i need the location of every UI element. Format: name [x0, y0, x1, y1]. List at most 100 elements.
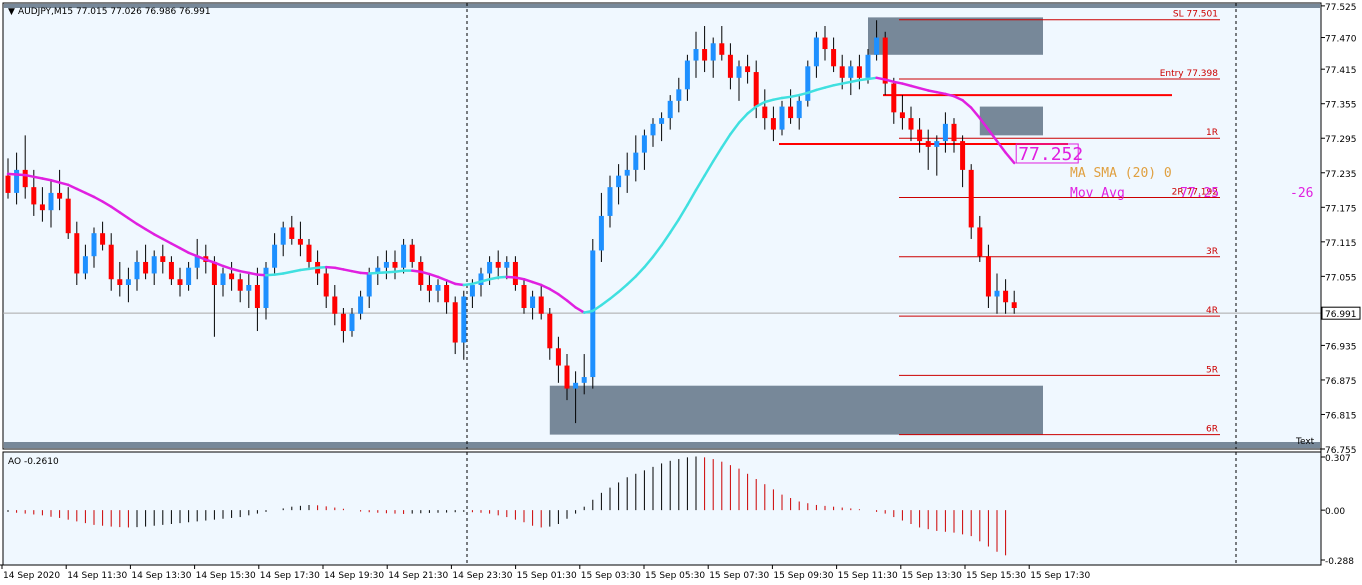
candle-body: [667, 100, 673, 119]
moving-average-segment: [66, 183, 79, 191]
time-tick-label: 15 Sep 05:30: [645, 571, 705, 581]
candle-body: [444, 284, 450, 303]
candle-body: [521, 284, 527, 309]
price-tick-label: 77.175: [1325, 204, 1357, 214]
candle-body: [882, 37, 888, 84]
candle-body: [813, 37, 819, 67]
moving-average-segment: [170, 242, 182, 250]
candle-body: [590, 250, 596, 378]
candle-body: [478, 273, 484, 285]
candle-body: [375, 267, 381, 274]
moving-average-segment: [342, 268, 354, 273]
candle-body: [272, 244, 278, 268]
time-tick-label: 15 Sep 13:30: [902, 571, 962, 581]
price-tick-label: 77.115: [1325, 239, 1357, 249]
candle-body: [934, 141, 940, 147]
oscillator-tick-label: 0.00: [1325, 507, 1345, 517]
candle-body: [418, 261, 424, 285]
moving-average-segment: [471, 280, 483, 286]
moving-average-segment: [668, 218, 681, 234]
moving-average-segment: [264, 273, 276, 277]
candle-body: [108, 244, 114, 280]
moving-average-segment: [152, 233, 165, 241]
moving-average-segment: [686, 188, 698, 207]
moving-average-segment: [729, 121, 741, 136]
current-price-label: 76.991: [1325, 310, 1357, 320]
level-label: 5R: [1206, 365, 1218, 375]
moving-average-segment: [505, 275, 517, 279]
moving-average-segment: [256, 273, 268, 277]
candle-body: [401, 244, 407, 268]
moving-average-segment: [643, 255, 655, 269]
time-tick-label: 14 Sep 19:30: [324, 571, 384, 581]
moving-average-segment: [591, 303, 603, 313]
candle-body: [573, 382, 579, 389]
moving-average-segment: [307, 266, 319, 271]
price-tick-label: 76.935: [1325, 342, 1357, 352]
level-label: 3R: [1206, 247, 1218, 257]
ma-value-label: 77.25: [1180, 186, 1219, 201]
moving-average-segment: [144, 227, 156, 236]
moving-average-segment: [419, 270, 431, 276]
moving-average-segment: [376, 271, 388, 275]
moving-average-segment: [961, 99, 973, 109]
moving-average-segment: [763, 98, 775, 104]
moving-average-segment: [204, 258, 216, 264]
candle-body: [186, 267, 192, 285]
candle-body: [684, 60, 690, 90]
moving-average-segment: [539, 283, 552, 291]
candle-body: [461, 296, 467, 343]
moving-average-segment: [453, 282, 466, 287]
moving-average-segment: [815, 86, 827, 92]
moving-average-segment: [935, 90, 947, 96]
moving-average-segment: [746, 105, 758, 115]
candle-body: [177, 279, 183, 285]
candle-body: [100, 233, 106, 245]
candle-body: [366, 273, 372, 297]
moving-average-segment: [479, 277, 491, 283]
moving-average-segment: [789, 93, 801, 99]
top-band: [4, 4, 1320, 8]
candle-body: [495, 261, 501, 268]
candle-body: [641, 135, 647, 153]
candle-body: [762, 106, 768, 119]
moving-average-segment: [823, 84, 835, 89]
moving-average-segment: [832, 82, 844, 87]
candle-body: [504, 261, 510, 268]
moving-average-segment: [428, 272, 440, 279]
candle-body: [650, 123, 656, 136]
oscillator-tick-label: -0.288: [1325, 557, 1354, 567]
candle-body: [908, 118, 914, 130]
candle-body: [168, 261, 174, 280]
moving-average-segment: [359, 271, 371, 275]
moving-average-segment: [901, 82, 913, 88]
candle-body: [143, 261, 149, 274]
moving-average-segment: [75, 187, 87, 195]
candle-body: [960, 141, 966, 170]
candle-body: [530, 296, 536, 309]
moving-average-segment: [582, 309, 595, 314]
oscillator-tick-label: 0.307: [1325, 454, 1351, 464]
moving-average-segment: [660, 231, 672, 247]
price-tick-label: 77.295: [1325, 135, 1357, 145]
moving-average-segment: [625, 275, 638, 286]
candle-body: [211, 261, 217, 285]
level-label: Entry 77.398: [1160, 69, 1219, 79]
time-tick-label: 15 Sep 07:30: [709, 571, 769, 581]
moving-average-segment: [238, 269, 251, 275]
price-tick-label: 76.755: [1325, 446, 1357, 456]
moving-average-segment: [565, 299, 577, 309]
moving-average-segment: [393, 269, 405, 274]
moving-average-segment: [978, 116, 990, 131]
candle-body: [306, 244, 312, 262]
moving-average-segment: [187, 251, 199, 258]
candle-body: [340, 313, 346, 332]
moving-average-segment: [135, 222, 147, 231]
moving-average-segment: [101, 200, 113, 208]
price-tick-label: 76.815: [1325, 411, 1357, 421]
moving-average-segment: [290, 268, 302, 274]
candle-body: [848, 66, 854, 78]
moving-average-segment: [195, 254, 208, 261]
moving-average-segment: [127, 216, 139, 226]
